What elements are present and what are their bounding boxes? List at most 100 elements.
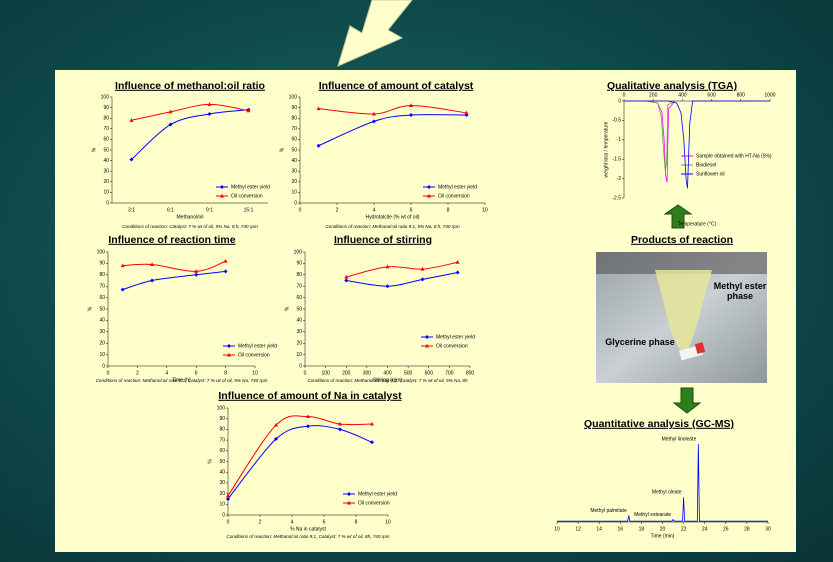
y-tick-label: 50 <box>291 147 297 153</box>
y-tick-label: 20 <box>103 179 109 185</box>
chart-note: Conditions of reaction: Methanol:oil rat… <box>96 378 268 383</box>
y-tick-label: 50 <box>99 306 105 312</box>
y-tick-label: -2 <box>617 176 622 182</box>
y-tick-label: 80 <box>99 272 105 278</box>
chart-note: Conditions of reaction: Methanol:oil rat… <box>307 378 468 383</box>
y-tick-label: 40 <box>219 470 225 476</box>
x-axis-label: Temperature (°C) <box>678 221 717 227</box>
x-tick-label: 9:1 <box>206 207 213 213</box>
y-tick-label: 90 <box>291 105 297 111</box>
y-tick-label: 80 <box>291 116 297 122</box>
y-axis-label: weight loss / temperature <box>603 121 609 177</box>
y-tick-label: 70 <box>296 284 302 290</box>
y-tick-label: 0 <box>102 363 105 369</box>
y-tick-label: -2.5 <box>612 195 621 201</box>
y-tick-label: 100 <box>97 249 106 255</box>
x-tick-label: 4 <box>165 370 168 376</box>
x-tick-label: 8 <box>447 207 450 213</box>
x-tick-label: 3:1 <box>128 207 135 213</box>
y-tick-label: 10 <box>296 352 302 358</box>
legend-label: Sample obtained with HT-Na (5%) <box>696 153 772 159</box>
slide-canvas: Products of reaction Influence of methan… <box>0 0 833 562</box>
y-tick-label: 70 <box>103 126 109 132</box>
y-tick-label: -1.5 <box>612 157 621 163</box>
y-tick-label: 0 <box>618 98 621 104</box>
y-tick-label: 100 <box>217 405 226 411</box>
y-tick-label: 90 <box>219 416 225 422</box>
x-tick-label: 200 <box>649 92 658 98</box>
chart-title: Influence of amount of catalyst <box>319 80 474 92</box>
x-tick-label: 14 <box>596 526 602 532</box>
y-tick-label: 0 <box>222 512 225 518</box>
y-tick-label: 70 <box>291 126 297 132</box>
y-tick-label: 90 <box>99 261 105 267</box>
x-tick-label: 26 <box>723 526 729 532</box>
x-tick-label: 400 <box>383 370 392 376</box>
y-tick-label: 100 <box>294 249 303 255</box>
x-tick-label: 800 <box>737 92 746 98</box>
x-tick-label: 0 <box>623 92 626 98</box>
annotation: Methyl oleate <box>652 490 682 496</box>
chart-title: Influence of amount of Na in catalyst <box>218 390 402 402</box>
chart-note: Conditions of reaction: Methanol:oil rat… <box>325 224 459 229</box>
chart-note: Conditions of reaction: Methanol:oil rat… <box>226 534 389 539</box>
x-tick-label: 8 <box>224 370 227 376</box>
legend-label: Methyl ester yield <box>436 334 475 340</box>
x-tick-label: 16 <box>618 526 624 532</box>
x-axis-label: % Na in catalyst <box>290 526 326 532</box>
x-tick-label: 22 <box>681 526 687 532</box>
x-tick-label: 1000 <box>764 92 775 98</box>
y-axis-label: % <box>207 459 213 464</box>
x-tick-label: 6 <box>410 207 413 213</box>
x-tick-label: 8 <box>355 519 358 525</box>
y-tick-label: 90 <box>103 105 109 111</box>
chart-title: Qualitative analysis (TGA) <box>607 80 737 92</box>
chart-title: Influence of methanol:oil ratio <box>115 80 265 92</box>
y-tick-label: 30 <box>219 480 225 486</box>
x-tick-label: 6 <box>323 519 326 525</box>
y-tick-label: 70 <box>219 437 225 443</box>
x-tick-label: 4 <box>291 519 294 525</box>
legend-label: Oil conversion <box>438 193 470 199</box>
y-tick-label: 80 <box>219 427 225 433</box>
legend-label: Methyl ester yield <box>438 184 477 190</box>
x-tick-label: 15:1 <box>244 207 254 213</box>
legend-label: Methyl ester yield <box>231 184 270 190</box>
chart-title: Influence of stirring <box>334 234 432 246</box>
x-tick-label: 6:1 <box>167 207 174 213</box>
legend-label: Methyl ester yield <box>358 491 397 497</box>
chart-title: Influence of reaction time <box>108 234 235 246</box>
y-tick-label: 60 <box>291 137 297 143</box>
y-tick-label: 0 <box>299 363 302 369</box>
legend-label: Oil conversion <box>436 343 468 349</box>
x-tick-label: 10 <box>252 370 258 376</box>
y-tick-label: 50 <box>296 306 302 312</box>
y-tick-label: 60 <box>219 448 225 454</box>
x-tick-label: 30 <box>765 526 771 532</box>
x-tick-label: 0 <box>299 207 302 213</box>
x-tick-label: 12 <box>575 526 581 532</box>
y-tick-label: -0.5 <box>612 118 621 124</box>
y-tick-label: 60 <box>296 295 302 301</box>
y-tick-label: 10 <box>291 190 297 196</box>
phase-label: Glycerine phase <box>600 337 680 347</box>
x-tick-label: 100 <box>321 370 330 376</box>
x-tick-label: 28 <box>744 526 750 532</box>
y-tick-label: 20 <box>296 341 302 347</box>
photo <box>596 252 767 383</box>
y-tick-label: 10 <box>99 352 105 358</box>
x-axis-label: Methanol/oil <box>177 214 204 220</box>
legend-label: Oil conversion <box>238 352 270 358</box>
y-tick-label: 70 <box>99 284 105 290</box>
x-tick-label: 300 <box>363 370 372 376</box>
x-tick-label: 0 <box>227 519 230 525</box>
legend-label: Oil conversion <box>231 193 263 199</box>
x-tick-label: 400 <box>678 92 687 98</box>
y-tick-label: 80 <box>103 116 109 122</box>
x-tick-label: 10 <box>482 207 488 213</box>
x-tick-label: 24 <box>702 526 708 532</box>
y-tick-label: 50 <box>103 147 109 153</box>
x-tick-label: 20 <box>660 526 666 532</box>
y-tick-label: 60 <box>99 295 105 301</box>
legend-label: Biodiesel <box>696 162 716 168</box>
